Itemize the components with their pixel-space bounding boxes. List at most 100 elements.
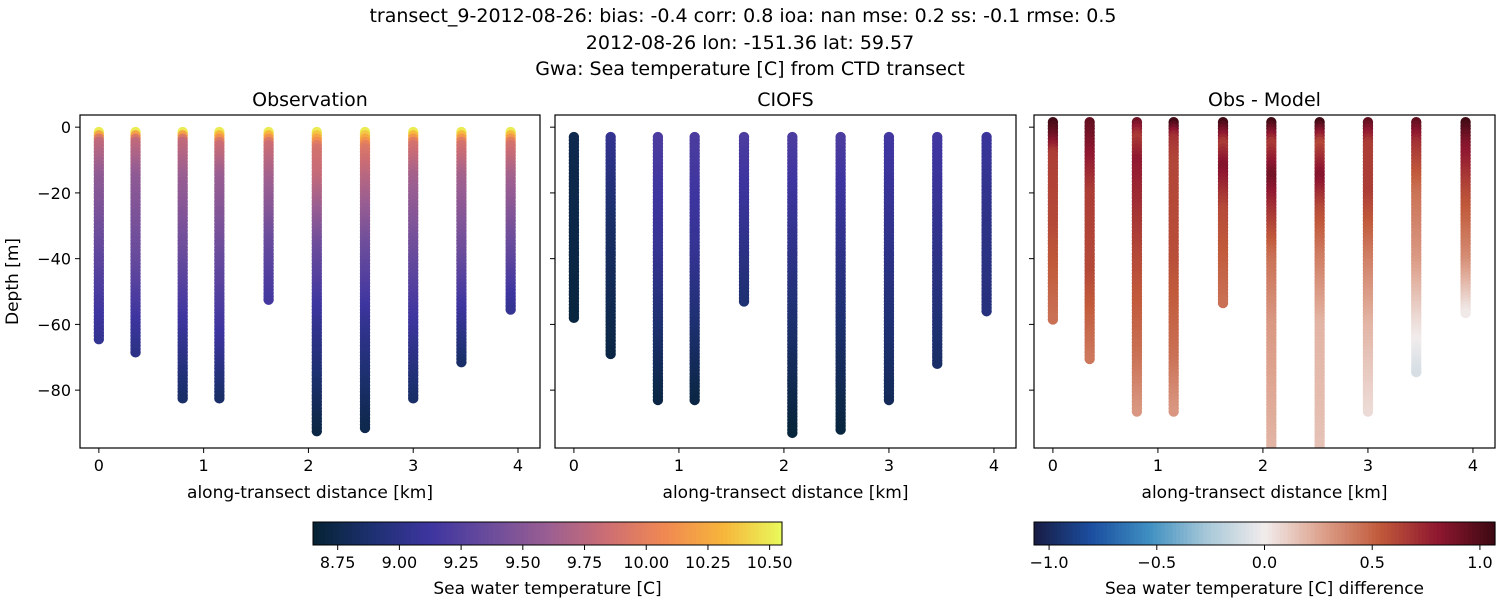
cast-8 (456, 126, 467, 368)
cast-3 (1168, 117, 1179, 417)
cast-4 (263, 126, 274, 305)
cast-6 (1314, 117, 1325, 448)
colorbar-segment (1283, 522, 1289, 545)
colorbar-segment (563, 522, 568, 545)
colorbar-segment (1083, 522, 1089, 545)
colorbar-segment (1252, 522, 1258, 545)
colorbar-segment (352, 522, 357, 545)
colorbar-segment (1471, 522, 1477, 545)
colorbar-segment (649, 522, 654, 545)
data-point (408, 393, 419, 404)
colorbar-segment (1383, 522, 1389, 545)
colorbar-segment (1352, 522, 1358, 545)
cast-7 (1362, 117, 1374, 417)
colorbar-segment (1229, 522, 1235, 545)
colorbar-segment (1395, 522, 1400, 545)
colorbar-segment (1226, 522, 1231, 545)
colorbar-tick-label: 8.75 (320, 553, 356, 572)
x-tick-label: 0 (94, 456, 104, 475)
figure-title-line-2: 2012-08-26 lon: -151.36 lat: 59.57 (586, 32, 914, 54)
data-point (1266, 442, 1277, 448)
axes-frame (1033, 114, 1496, 449)
colorbar-segment (481, 522, 486, 545)
colorbar-segment (668, 522, 674, 545)
colorbar-segment (1191, 522, 1196, 545)
colorbar-segment (441, 522, 447, 545)
scatter-points (93, 126, 516, 437)
colorbar-segment (1387, 522, 1392, 545)
colorbar-segment (410, 522, 416, 545)
colorbar-segment (1264, 522, 1269, 545)
colorbar-segment (637, 522, 642, 545)
data-point (1168, 406, 1179, 417)
colorbar-segment (567, 522, 572, 545)
panel-ciofs: CIOFS 0 1 2 3 4 along-transect distance [km] (550, 89, 1017, 503)
colorbar-segment (1218, 522, 1223, 545)
colorbar-segment (1276, 522, 1281, 545)
colorbar-segment (1049, 522, 1054, 545)
data-point (505, 304, 516, 315)
colorbar-segment (488, 522, 494, 545)
colorbar-segment (610, 522, 615, 545)
colorbar-segment (453, 522, 459, 545)
colorbar-segment (1041, 522, 1047, 545)
colorbar-tick-label: −1.0 (1030, 553, 1069, 572)
colorbar-segment (1130, 522, 1135, 545)
colorbar-segment (324, 522, 330, 545)
data-point (689, 394, 700, 406)
colorbar-tick-label: 9.50 (505, 553, 541, 572)
colorbar-segment (1045, 522, 1050, 545)
x-tick-label: 2 (303, 456, 313, 475)
cast-9 (1460, 117, 1471, 319)
colorbar-segment (375, 522, 381, 545)
colorbar-segment (656, 522, 662, 545)
data-point (1460, 307, 1471, 319)
colorbar-segment (762, 522, 767, 545)
colorbar-segment (1076, 522, 1081, 545)
colorbar-tick-label: 9.00 (382, 553, 418, 572)
colorbar-segment (363, 522, 369, 545)
colorbar-segment (332, 522, 338, 545)
colorbar-segment (1341, 522, 1346, 545)
x-tick-label: 0 (569, 456, 579, 475)
colorbar-segment (1448, 522, 1454, 545)
colorbar-segment (1410, 522, 1415, 545)
cast-4 (1217, 117, 1229, 309)
data-point (1084, 353, 1095, 365)
colorbar-segment (531, 522, 537, 545)
colorbar-segment (1222, 522, 1227, 545)
colorbar-segment (426, 522, 431, 545)
colorbar-segment (1475, 522, 1481, 545)
colorbar-segment (731, 522, 736, 545)
colorbar-segment (391, 522, 396, 545)
colorbar-segment (1441, 522, 1446, 545)
colorbar-segment (348, 522, 353, 545)
colorbar-segment (422, 522, 427, 545)
colorbar-segment (1364, 522, 1369, 545)
colorbar-segment (629, 522, 635, 545)
colorbar-segment (1310, 522, 1316, 545)
colorbar-segment (746, 522, 752, 545)
colorbar-segment (1299, 522, 1304, 545)
colorbar-segment (735, 522, 740, 545)
colorbar-segment (1095, 522, 1100, 545)
colorbar-segment (719, 522, 724, 545)
colorbar-segment (1306, 522, 1312, 545)
colorbar-segment (1402, 522, 1408, 545)
x-tick-label: 4 (1468, 456, 1478, 475)
data-point (568, 312, 580, 324)
x-tick-label: 2 (779, 456, 789, 475)
colorbar-segment (1034, 522, 1039, 545)
cast-2 (1131, 117, 1143, 417)
colorbar-segment (1183, 522, 1189, 545)
colorbar-segment (1479, 522, 1485, 545)
colorbar-segment (1091, 522, 1097, 545)
colorbar-segment (778, 522, 783, 545)
colorbar-segment (672, 522, 678, 545)
cast-1 (605, 131, 616, 360)
data-point (130, 347, 141, 358)
colorbar-segment (727, 522, 732, 545)
colorbar-segment (676, 522, 681, 545)
cast-6 (359, 126, 371, 434)
cast-5 (311, 126, 323, 437)
